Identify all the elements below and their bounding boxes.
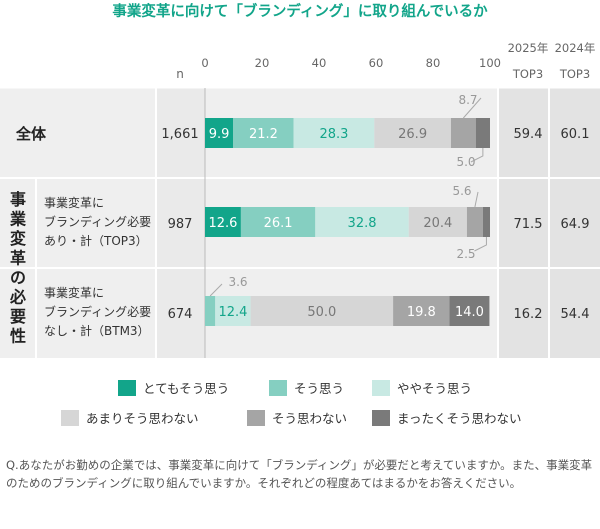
legend-label: とてもそう思う [143,381,229,396]
top3-2025-value: 71.5 [514,217,543,232]
top3-2024-value: 60.1 [561,127,590,142]
x-tick-label: 0 [201,56,208,70]
row-n-value: 1,661 [161,127,198,142]
row-label-line: 事業変革に [44,285,104,300]
col-2024-top3: TOP3 [559,67,590,81]
bar-segment [250,296,394,326]
group-label-char: 必 [9,288,26,307]
legend-label: そう思う [294,381,344,396]
row-label: 全体 [15,125,47,143]
legend-label: あまりそう思わない [86,411,199,426]
legend-swatch [372,410,390,426]
callout-value-label: 8.7 [458,93,477,107]
bar-value-label: 21.2 [249,127,278,142]
bar-segment [393,296,450,326]
col-2024-year: 2024年 [555,41,596,55]
n-header: n [176,67,184,81]
bar-segment [449,296,490,326]
bar-value-label: 19.8 [407,305,436,320]
x-tick-label: 40 [312,56,327,70]
top3-2024-value: 64.9 [561,217,590,232]
col-2025-top3: TOP3 [512,67,543,81]
bar-value-label: 9.9 [209,127,230,142]
bar-segment [205,296,216,326]
bar-segment [482,207,490,237]
legend-swatch [61,410,79,426]
top3-2025-value: 16.2 [514,307,543,322]
row-n-value: 987 [168,217,193,232]
legend-label: そう思わない [272,411,347,426]
callout-value-label: 2.5 [456,247,475,261]
bar-segment [466,207,483,237]
row-label-line: 事業変革に [44,195,104,210]
bar-segment [475,118,490,148]
row-label-line: ブランディング必要 [44,214,151,229]
callout-value-label: 5.6 [452,184,471,198]
bar-segment [240,207,316,237]
group-label-char: 革 [10,249,26,268]
callout-leader-line [462,97,482,119]
question-text: Q.あなたがお勤めの企業では、事業変革に向けて「ブランディング」が必要だと考えて… [6,458,593,490]
callout-leader-line [209,283,223,297]
group-label-char: 性 [10,327,26,346]
group-label-char: 事 [10,190,26,209]
bar-value-label: 14.0 [455,305,484,320]
row-n-value: 674 [168,307,193,322]
callout-leader-line [470,148,484,163]
bar-value-label: 12.6 [208,216,237,231]
bar-segment [374,118,451,148]
bar-segment [293,118,375,148]
callout-value-label: 3.6 [228,275,247,289]
bar-segment [450,118,476,148]
bar-value-label: 50.0 [307,305,336,320]
top3-2025-value: 59.4 [514,127,543,142]
bar-segment [205,207,241,237]
legend-label: ややそう思う [397,381,472,396]
bar-value-label: 32.8 [348,216,377,231]
bar-segment [215,296,251,326]
x-tick-label: 100 [479,56,501,70]
legend-swatch [247,410,265,426]
legend-swatch [118,380,136,396]
callout-value-label: 5.0 [456,155,475,169]
row-label-line: ブランディング必要 [44,304,151,319]
group-label-char: 変 [10,229,26,248]
chart-title: 事業変革に向けて「ブランディング」に取り組んでいるか [112,2,488,20]
bar-value-label: 20.4 [423,216,452,231]
bar-segment [315,207,409,237]
callout-leader-line [474,191,479,208]
bar-segment [408,207,467,237]
bar-value-label: 26.1 [264,216,293,231]
group-label-char: 要 [10,307,26,326]
top3-2024-value: 54.4 [561,307,590,322]
legend-swatch [269,380,287,396]
x-tick-label: 80 [426,56,441,70]
bar-value-label: 26.9 [398,127,427,142]
bar-value-label: 12.4 [218,305,247,320]
row-label-line: あり・計（TOP3） [44,233,148,248]
x-tick-label: 60 [369,56,384,70]
bar-segment [233,118,294,148]
legend-label: まったくそう思わない [397,411,522,426]
x-tick-label: 20 [255,56,270,70]
bar-value-label: 28.3 [319,127,348,142]
legend-swatch [372,380,390,396]
group-label-char: 業 [9,210,27,229]
bar-segment [205,118,234,148]
callout-leader-line [474,237,487,252]
row-label-line: なし・計（BTM3） [44,323,150,338]
n-column-background [156,88,205,358]
col-2025-year: 2025年 [508,41,549,55]
group-label-char: の [10,268,26,287]
